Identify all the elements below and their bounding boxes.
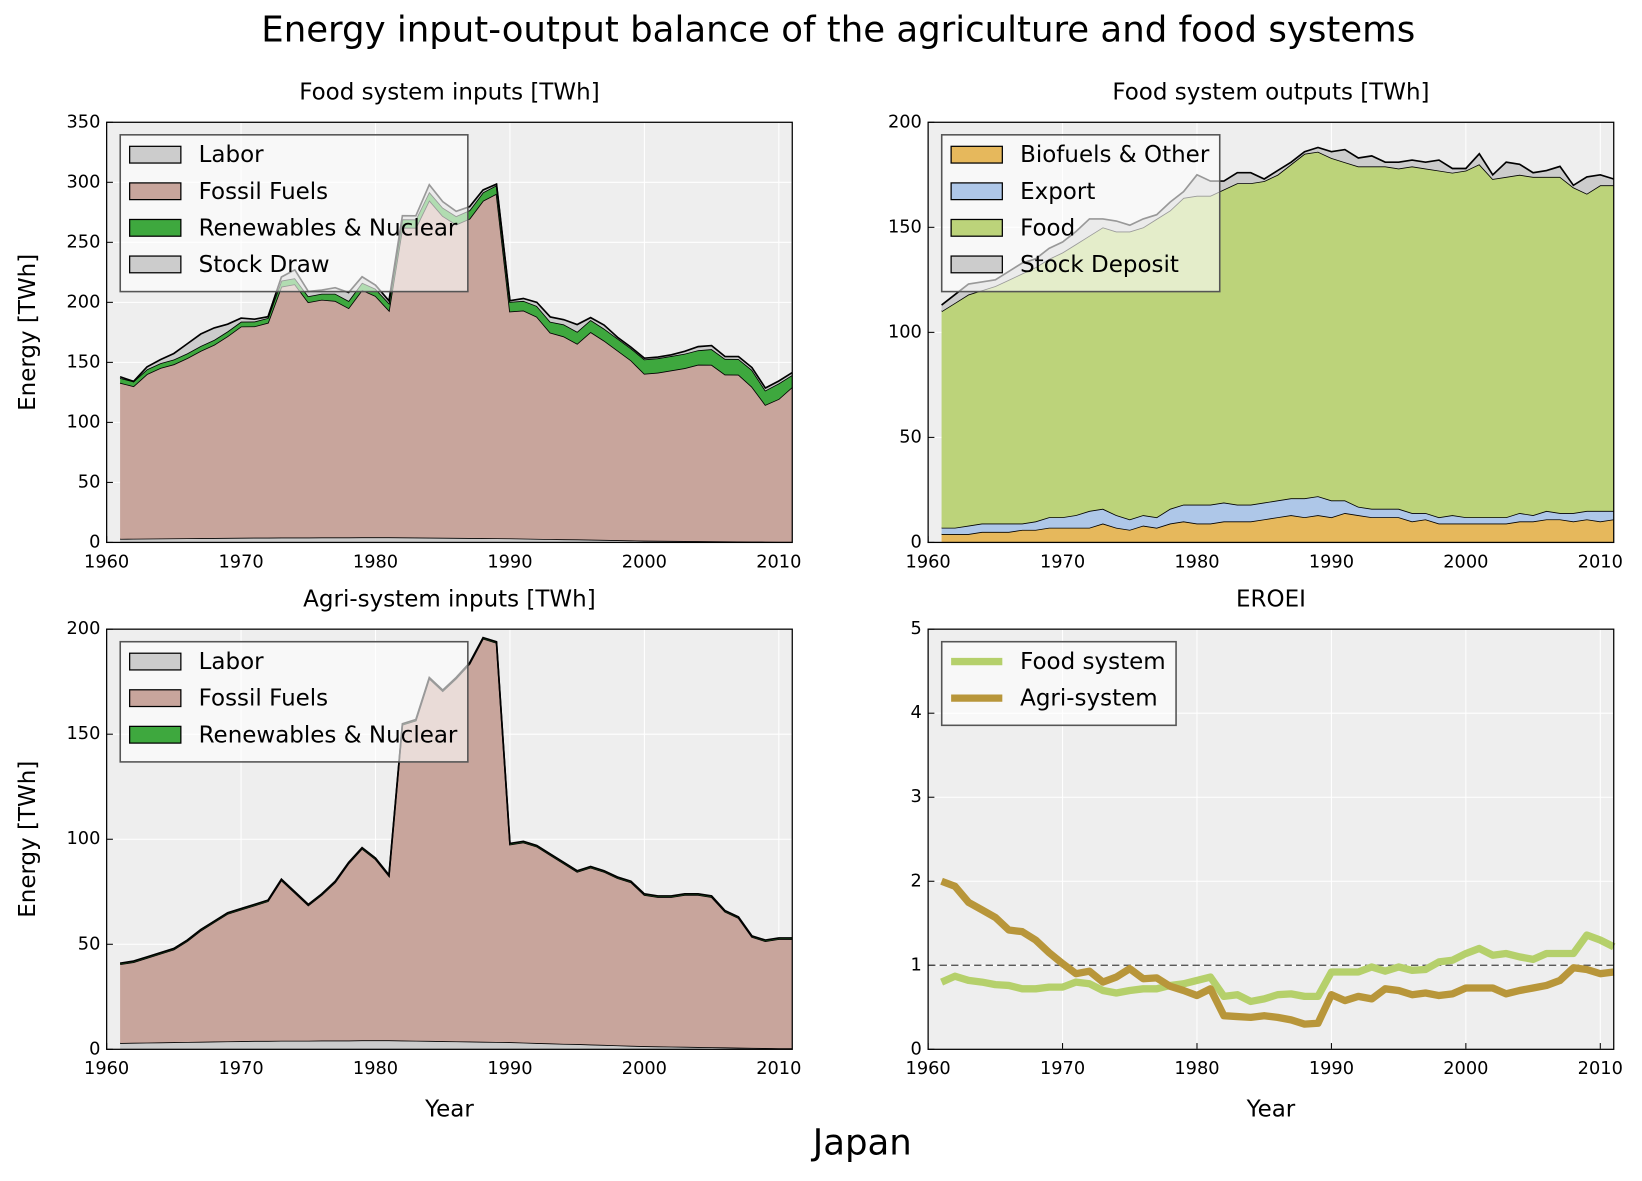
area [941, 496, 1614, 535]
y-tick-label: 3 [911, 787, 922, 807]
legend-label: Biofuels & Other [1020, 142, 1210, 168]
legend-box [940, 640, 1177, 727]
x-tick-label: 1980 [353, 1059, 398, 1079]
plot-frame [927, 628, 1615, 1050]
y-tick-label: 0 [911, 1039, 922, 1059]
subplot-title: Food system outputs [TWh] [1112, 80, 1429, 106]
area [120, 193, 793, 542]
x-tick-label: 2010 [1578, 1059, 1623, 1079]
y-tick-label: 350 [66, 112, 100, 132]
y-tick-label: 5 [911, 619, 922, 639]
x-tick-label: 2000 [622, 1059, 667, 1079]
subplot-title: EROEI [1236, 586, 1306, 612]
x-tick-label: 1980 [1174, 1059, 1219, 1079]
figure-caption: Japan [811, 1122, 912, 1163]
x-tick-label: 1990 [487, 1059, 532, 1079]
legend-label: Food system [1020, 649, 1166, 675]
area [120, 638, 793, 1049]
x-tick-label: 1960 [906, 1059, 951, 1079]
legend-swatch [129, 725, 182, 744]
y-tick-label: 150 [66, 724, 100, 744]
legend-label: Stock Deposit [1020, 252, 1179, 278]
x-tick-label: 1960 [84, 552, 129, 572]
legend-swatch [129, 145, 182, 164]
legend-swatch [129, 182, 182, 201]
line [940, 877, 1615, 1028]
y-tick-label: 50 [78, 934, 101, 954]
subplot-title: Agri-system inputs [TWh] [303, 586, 596, 612]
y-tick-label: 2 [911, 871, 922, 891]
legend-swatch [129, 255, 182, 274]
y-tick-label: 100 [66, 412, 100, 432]
y-tick-label: 200 [66, 292, 100, 312]
x-tick-label: 2010 [756, 552, 801, 572]
y-tick-label: 200 [66, 619, 100, 639]
y-tick-label: 0 [89, 1039, 100, 1059]
legend-swatch [950, 218, 1003, 237]
y-axis-label: Energy [TWh] [15, 761, 41, 918]
y-tick-label: 100 [888, 322, 922, 342]
x-tick-label: 2010 [756, 1059, 801, 1079]
x-axis-label: Year [424, 1096, 474, 1122]
plot-frame [106, 121, 793, 544]
legend-label: Renewables & Nuclear [199, 215, 458, 241]
legend-label: Export [1020, 179, 1095, 205]
y-tick-label: 0 [911, 532, 922, 552]
x-tick-label: 1960 [84, 1059, 129, 1079]
area [941, 513, 1614, 543]
y-tick-label: 4 [911, 703, 922, 723]
x-tick-label: 1990 [1309, 552, 1354, 572]
figure-title: Energy input-output balance of the agric… [261, 9, 1415, 50]
legend-label: Food [1020, 215, 1075, 241]
area [120, 537, 793, 543]
legend-label: Labor [199, 649, 265, 675]
y-tick-label: 300 [66, 172, 100, 192]
x-tick-label: 2000 [1443, 1059, 1488, 1079]
x-tick-label: 1990 [1309, 1059, 1354, 1079]
x-axis-label: Year [1246, 1096, 1296, 1122]
x-tick-label: 1970 [1040, 1059, 1085, 1079]
legend-label: Fossil Fuels [199, 686, 329, 712]
x-tick-label: 2000 [622, 552, 667, 572]
legend-label: Agri-system [1020, 686, 1158, 712]
area [120, 185, 793, 405]
x-tick-label: 2010 [1578, 552, 1623, 572]
legend-swatch [950, 145, 1003, 164]
subplot-title: Food system inputs [TWh] [299, 80, 600, 106]
y-tick-label: 150 [888, 217, 922, 237]
legend-swatch [950, 182, 1003, 201]
plot-frame [927, 121, 1615, 544]
plot-frame [106, 628, 793, 1050]
line [940, 931, 1616, 1006]
legend-swatch [950, 255, 1003, 274]
y-axis-label: Energy [TWh] [15, 254, 41, 411]
y-tick-label: 150 [66, 352, 100, 372]
legend-label: Labor [199, 142, 265, 168]
x-tick-label: 1970 [218, 1059, 263, 1079]
legend-label: Stock Draw [199, 252, 330, 278]
x-tick-label: 1960 [906, 552, 951, 572]
legend-swatch [129, 689, 182, 708]
x-tick-label: 1980 [1174, 552, 1219, 572]
x-tick-label: 1980 [353, 552, 398, 572]
area [120, 1040, 793, 1050]
legend-swatch [129, 652, 182, 671]
y-tick-label: 0 [89, 532, 100, 552]
y-tick-label: 100 [66, 829, 100, 849]
y-tick-label: 250 [66, 232, 100, 252]
legend-label: Renewables & Nuclear [199, 722, 458, 748]
legend-swatch [129, 218, 182, 237]
x-tick-label: 1970 [1040, 552, 1085, 572]
y-tick-label: 200 [888, 112, 922, 132]
y-tick-label: 50 [899, 427, 922, 447]
x-tick-label: 1990 [487, 552, 532, 572]
x-tick-label: 1970 [218, 552, 263, 572]
legend-label: Fossil Fuels [199, 179, 329, 205]
x-tick-label: 2000 [1443, 552, 1488, 572]
y-tick-label: 1 [911, 955, 922, 975]
y-tick-label: 50 [78, 472, 101, 492]
